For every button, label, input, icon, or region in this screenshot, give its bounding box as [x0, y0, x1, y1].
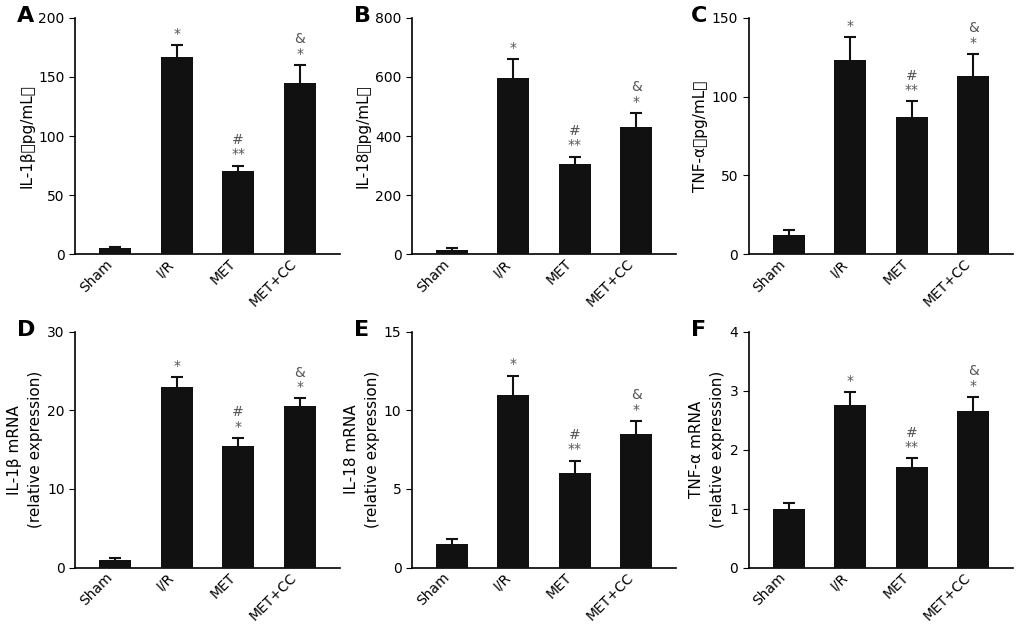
Bar [772, 508, 804, 568]
Text: *: * [173, 27, 180, 41]
Text: &: & [631, 389, 641, 403]
Text: &: & [967, 364, 977, 378]
Text: *: * [846, 19, 853, 33]
Bar [160, 57, 193, 254]
Text: #: # [905, 69, 916, 83]
Bar [956, 76, 988, 254]
Text: **: ** [568, 139, 581, 152]
Bar [558, 473, 590, 568]
Bar [99, 560, 131, 568]
Text: **: ** [231, 147, 245, 161]
Bar [620, 434, 652, 568]
Text: *: * [969, 379, 975, 393]
Y-axis label: IL-18 mRNA
(relative expression): IL-18 mRNA (relative expression) [343, 371, 379, 529]
Text: **: ** [904, 440, 918, 454]
Bar [558, 164, 590, 254]
Text: *: * [510, 357, 517, 372]
Bar [222, 445, 254, 568]
Text: *: * [510, 41, 517, 55]
Text: D: D [17, 320, 36, 340]
Bar [222, 171, 254, 254]
Bar [497, 79, 529, 254]
Text: #: # [905, 426, 916, 440]
Bar [772, 235, 804, 254]
Text: *: * [846, 374, 853, 388]
Y-axis label: TNF-α mRNA
(relative expression): TNF-α mRNA (relative expression) [689, 371, 725, 529]
Text: #: # [232, 133, 244, 147]
Text: &: & [967, 21, 977, 35]
Text: *: * [296, 47, 303, 61]
Bar [435, 249, 468, 254]
Text: F: F [690, 320, 705, 340]
Bar [834, 405, 865, 568]
Text: #: # [232, 405, 244, 419]
Text: &: & [631, 80, 641, 94]
Text: *: * [632, 94, 639, 109]
Text: *: * [969, 36, 975, 50]
Text: *: * [296, 381, 303, 394]
Text: #: # [569, 123, 580, 138]
Y-axis label: IL-1β mRNA
(relative expression): IL-1β mRNA (relative expression) [7, 371, 43, 529]
Bar [283, 406, 315, 568]
Bar [497, 394, 529, 568]
Text: *: * [173, 359, 180, 373]
Bar [435, 544, 468, 568]
Text: E: E [354, 320, 369, 340]
Text: A: A [17, 6, 35, 26]
Text: **: ** [904, 83, 918, 97]
Text: &: & [293, 32, 305, 46]
Y-axis label: TNF-α（pg/mL）: TNF-α（pg/mL） [692, 81, 707, 192]
Text: *: * [632, 403, 639, 417]
Bar [99, 248, 131, 254]
Y-axis label: IL-18（pg/mL）: IL-18（pg/mL） [356, 84, 371, 188]
Y-axis label: IL-1β（pg/mL）: IL-1β（pg/mL） [19, 84, 35, 188]
Bar [956, 411, 988, 568]
Bar [283, 83, 315, 254]
Text: #: # [569, 428, 580, 442]
Bar [160, 387, 193, 568]
Bar [895, 117, 926, 254]
Bar [620, 127, 652, 254]
Bar [834, 60, 865, 254]
Text: &: & [293, 365, 305, 380]
Text: *: * [234, 420, 242, 433]
Text: **: ** [568, 442, 581, 456]
Text: C: C [690, 6, 706, 26]
Text: B: B [354, 6, 370, 26]
Bar [895, 467, 926, 568]
